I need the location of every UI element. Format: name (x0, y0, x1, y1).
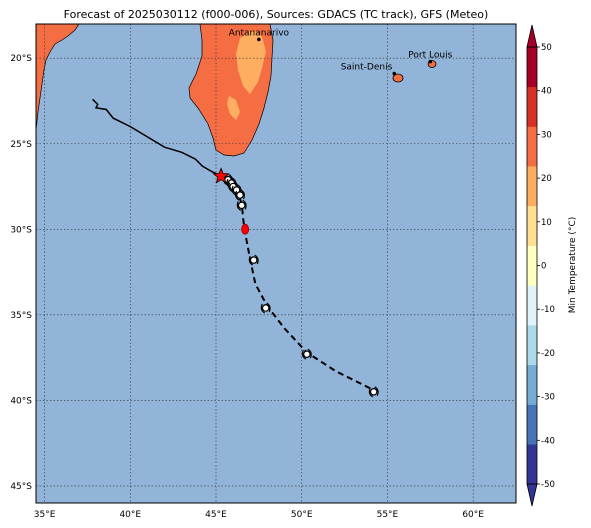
city-label: Saint-Denis (341, 63, 393, 73)
colorbar-tick-label: 20 (541, 174, 552, 184)
colorbar-tick-label: 40 (541, 87, 552, 97)
colorbar-tick-label: -50 (541, 480, 555, 490)
colorbar-segment (527, 126, 537, 167)
colorbar-tick-label: -10 (541, 305, 555, 315)
lon-tick-label: 50°E (291, 510, 313, 520)
madagascar-highlands (236, 30, 266, 94)
lat-tick-label: 45°S (10, 482, 32, 492)
lat-tick-label: 30°S (10, 225, 32, 235)
lon-tick-label: 35°E (34, 510, 56, 520)
city-label: Antananarivo (229, 28, 290, 38)
colorbar-segment (527, 364, 537, 405)
map-frame (35, 23, 517, 504)
cyclone-symbol-icon (368, 386, 379, 398)
colorbar-segment (527, 285, 537, 326)
colorbar-extend-max (526, 24, 538, 48)
colorbar-label: Min Temperature (°C) (568, 217, 578, 314)
reunion-island (392, 73, 404, 83)
colorbar-tick-label: 30 (541, 130, 552, 140)
colorbar-tick-label: -20 (541, 349, 555, 359)
city-label: Port Louis (408, 51, 452, 61)
colorbar-segment (527, 166, 537, 207)
cyclone-symbol-icon (260, 302, 271, 314)
cyclone-symbol-icon (248, 254, 259, 266)
colorbar-tick-label: -40 (541, 436, 555, 446)
lat-tick-label: 35°S (10, 311, 32, 321)
current-position-star-icon (212, 167, 230, 184)
observed-track-line (92, 98, 222, 177)
city-labels: Antananarivo Port Louis Saint-Denis (229, 28, 453, 76)
cyclone-symbol-icon (301, 348, 312, 360)
colorbar-segment (527, 404, 537, 445)
lon-tick-label: 60°E (462, 510, 484, 520)
cyclone-track (92, 98, 379, 398)
colorbar-tick-label: 10 (541, 218, 552, 228)
lat-tick-label: 40°S (10, 396, 32, 406)
figure-title: Forecast of 2025030112 (f000-006), Sourc… (64, 8, 489, 21)
lat-tick-label: 25°S (10, 140, 32, 150)
cyclone-symbol-icon (236, 199, 247, 211)
lon-tick-label: 40°E (119, 510, 141, 520)
city-dot (428, 59, 433, 64)
colorbar-extend-min (526, 483, 538, 507)
cyclone-symbol-icon (235, 189, 245, 201)
lon-tick-label: 45°E (205, 510, 227, 520)
city-dot (257, 37, 261, 42)
colorbar-segment (527, 86, 537, 127)
africa-landmass (35, 23, 80, 145)
map-axes: 35°E 40°E 45°E 50°E 55°E 60°E 20°S 25°S 30°S 35°S… (10, 54, 484, 520)
ocean (36, 24, 516, 503)
map-panel: Antananarivo Port Louis Saint-Denis (35, 23, 517, 504)
colorbar: 50 40 30 20 10 0 -10 -20 -30 -40 -50 (526, 24, 555, 507)
colorbar-segment (527, 47, 537, 88)
colorbar-segment (527, 205, 537, 246)
colorbar-segment (527, 245, 537, 286)
intensity-marker (241, 223, 250, 235)
colorbar-tick-label: 50 (541, 43, 552, 53)
colorbar-tick-label: -30 (541, 393, 555, 403)
colorbar-tick-label: 0 (541, 262, 546, 272)
gridlines (36, 24, 516, 503)
colorbar-segment (527, 325, 537, 366)
lon-tick-label: 55°E (377, 510, 399, 520)
city-dot (392, 71, 397, 76)
madagascar-highlands-south (227, 96, 240, 120)
colorbar-segment (527, 444, 537, 485)
lat-tick-label: 20°S (10, 54, 32, 64)
cyclone-symbol-icon (231, 184, 242, 196)
